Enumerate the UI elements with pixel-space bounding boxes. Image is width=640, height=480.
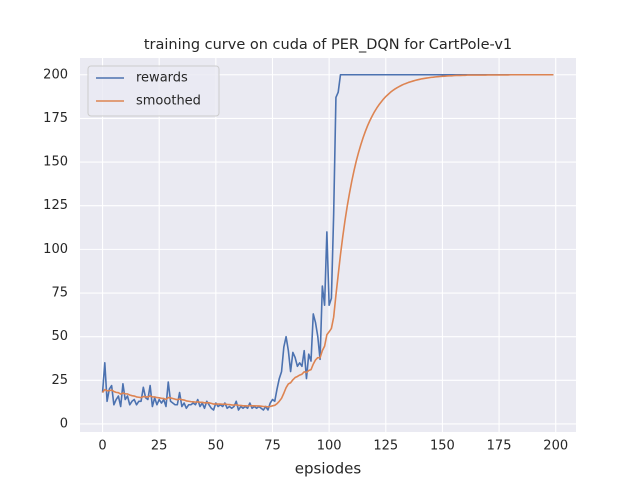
grid [80, 58, 576, 432]
chart-title: training curve on cuda of PER_DQN for Ca… [144, 37, 512, 53]
y-tick-label: 150 [43, 155, 68, 170]
y-tick-label: 0 [60, 416, 68, 431]
lines [101, 73, 554, 411]
x-tick-label: 200 [543, 439, 568, 454]
y-tick-label: 75 [51, 286, 68, 301]
x-tick-label: 175 [487, 439, 512, 454]
x-axis-label: epsiodes [295, 460, 362, 478]
x-tick-label: 50 [208, 439, 225, 454]
y-tick-label: 100 [43, 242, 68, 257]
y-tick-label: 175 [43, 111, 68, 126]
x-tick-label: 0 [98, 439, 106, 454]
y-tick-label: 25 [51, 373, 68, 388]
x-tick-label: 25 [151, 439, 168, 454]
legend: rewards smoothed [87, 65, 220, 117]
y-tick-label: 125 [43, 198, 68, 213]
ticks: 0 25 50 75 100 125 150 175 200 0 25 50 75 100 125 150 17… [43, 67, 568, 453]
legend-label: rewards [136, 71, 188, 86]
x-tick-label: 150 [430, 439, 455, 454]
x-tick-label: 100 [317, 439, 342, 454]
y-tick-label: 200 [43, 67, 68, 82]
x-tick-label: 75 [264, 439, 281, 454]
line-series [101, 73, 554, 408]
x-tick-label: 125 [373, 439, 398, 454]
legend-label: smoothed [136, 94, 201, 109]
y-tick-label: 50 [51, 329, 68, 344]
